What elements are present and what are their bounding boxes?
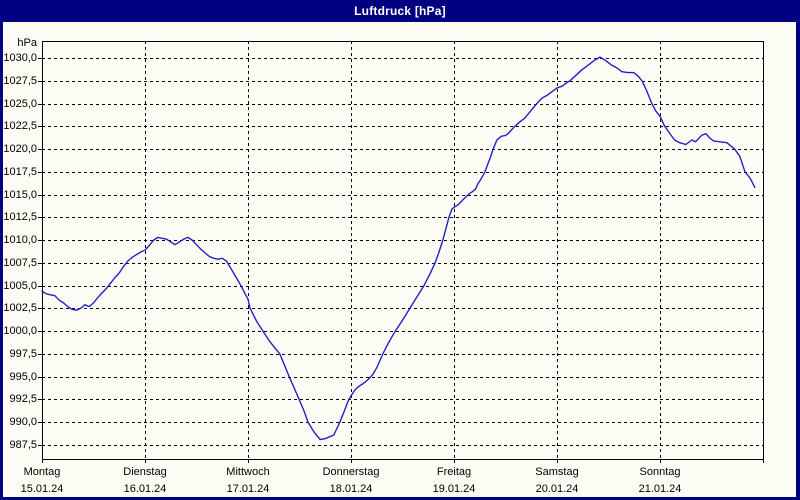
chart-panel	[3, 22, 796, 497]
window-titlebar[interactable]: Luftdruck [hPa]	[0, 0, 800, 22]
window-title: Luftdruck [hPa]	[354, 4, 446, 18]
